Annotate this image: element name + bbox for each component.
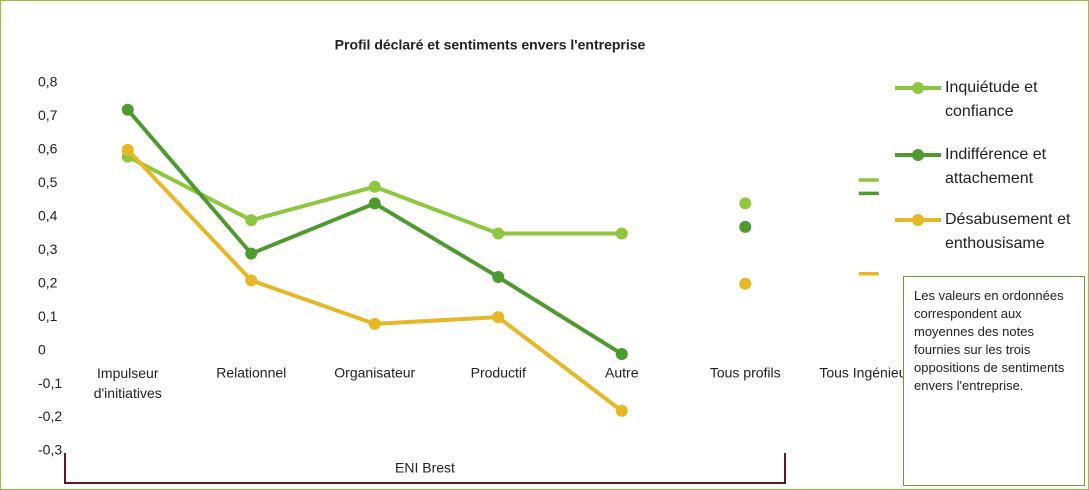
x-tick-label: Organisateur <box>334 365 415 381</box>
marker <box>368 197 381 210</box>
y-tick-label: -0,3 <box>38 442 62 458</box>
marker <box>245 247 258 260</box>
y-tick-label: 0 <box>38 341 46 357</box>
marker <box>121 103 134 116</box>
y-tick-label: 0,3 <box>38 241 58 257</box>
y-tick-label: 0,8 <box>38 74 58 90</box>
y-tick-label: -0,2 <box>38 408 62 424</box>
legend-label: Indifférence et attachement <box>945 146 1047 187</box>
y-tick-label: -0,1 <box>38 375 62 391</box>
marker <box>615 404 628 417</box>
marker <box>739 197 752 210</box>
chart-title: Profil déclaré et sentiments envers l'en… <box>335 37 646 53</box>
legend-marker <box>912 149 924 161</box>
x-tick-label: Autre <box>605 365 639 381</box>
group-label: ENI Brest <box>395 460 455 476</box>
y-tick-label: 0,2 <box>38 274 58 290</box>
note: Les valeurs en ordonnées correspondent a… <box>903 276 1085 486</box>
marker <box>368 180 381 193</box>
y-tick-label: 0,7 <box>38 107 58 123</box>
marker <box>245 274 258 287</box>
x-tick-label: Tous profils <box>710 365 781 381</box>
marker <box>121 143 134 156</box>
x-tick-label: Impulseur d'initiatives <box>94 365 162 401</box>
x-tick-label: Relationnel <box>216 365 286 381</box>
marker <box>615 347 628 360</box>
y-tick-label: 0,1 <box>38 308 58 324</box>
x-tick-label: Tous Ingénieurs <box>819 365 918 381</box>
marker <box>492 271 505 284</box>
marker <box>492 311 505 324</box>
legend-label: Inquiétude et confiance <box>945 79 1038 120</box>
y-tick-label: 0,4 <box>38 208 58 224</box>
marker <box>615 227 628 240</box>
marker <box>492 227 505 240</box>
marker <box>368 317 381 330</box>
group-bracket <box>64 453 786 484</box>
legend-marker <box>912 214 924 226</box>
legend-marker <box>912 82 924 94</box>
marker <box>245 214 258 227</box>
legend-label: Désabusement et enthousisame <box>945 211 1071 252</box>
marker <box>739 277 752 290</box>
marker <box>739 220 752 233</box>
y-tick-label: 0,5 <box>38 174 58 190</box>
x-tick-label: Productif <box>471 365 526 381</box>
y-tick-label: 0,6 <box>38 141 58 157</box>
